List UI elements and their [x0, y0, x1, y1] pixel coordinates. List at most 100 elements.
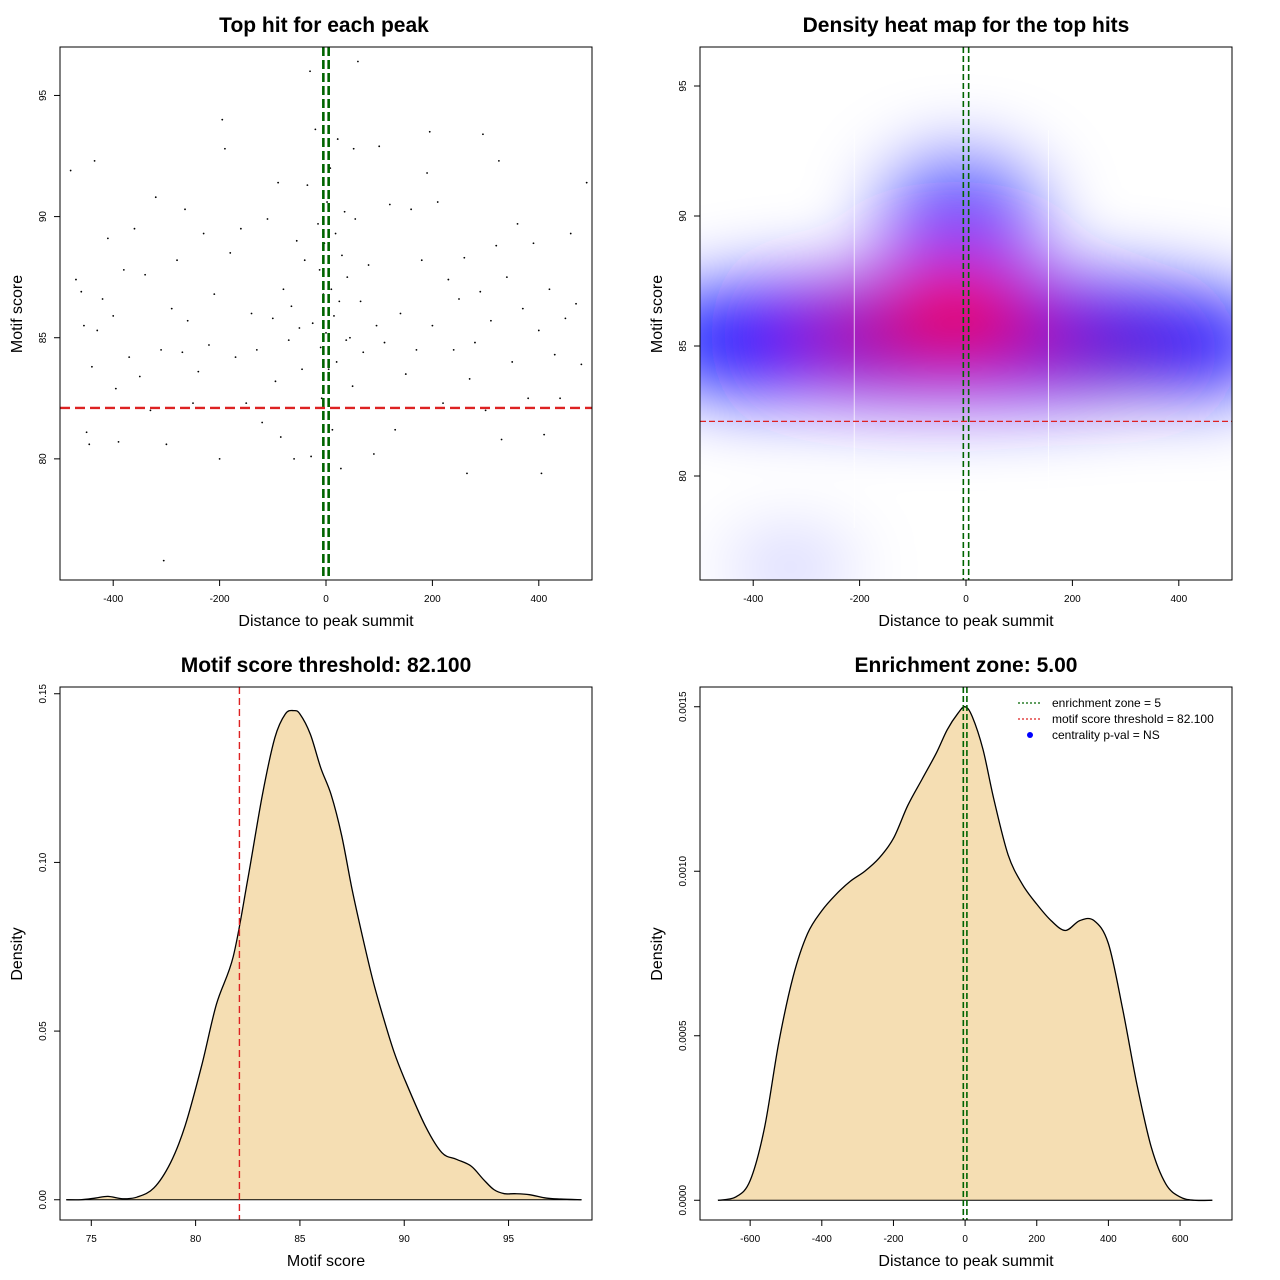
scatter-point	[399, 312, 402, 315]
y-tick-label-2: 0.15	[38, 684, 49, 704]
scatter-point	[112, 315, 115, 317]
scatter-point	[428, 130, 431, 133]
scatter-point	[279, 436, 282, 438]
x-tick-label-1: 0	[963, 594, 969, 605]
scatter-point	[383, 341, 386, 344]
scatter-point	[495, 244, 498, 247]
y-tick-label-0: 80	[38, 453, 49, 465]
x-tick-label-1: 200	[1064, 594, 1081, 605]
y-tick-label-2: 0.00	[38, 1190, 49, 1210]
chart-title-heatmap: Density heat map for the top hits	[803, 14, 1130, 37]
x-tick-label-3: 600	[1172, 1234, 1189, 1245]
x-tick-label-1: -400	[743, 594, 763, 605]
scatter-point	[310, 455, 313, 458]
legend-entry-label: motif score threshold = 82.100	[1052, 712, 1214, 726]
scatter-point	[521, 307, 524, 310]
plot-frame-score-density	[59, 686, 593, 1221]
density-area-fill	[66, 710, 582, 1200]
panel-scatter: Top hit for each peak -400 -200 0 200 400 80 8…	[9, 14, 593, 630]
scatter-point	[301, 368, 303, 371]
x-tick-label-2: 95	[503, 1234, 515, 1245]
scatter-point	[290, 305, 293, 308]
scatter-point	[162, 559, 165, 562]
legend-entry-label: centrality p-val = NS	[1052, 728, 1160, 742]
scatter-point	[564, 317, 567, 320]
scatter-point	[537, 329, 540, 332]
scatter-point	[208, 344, 210, 346]
scatter-point	[266, 218, 269, 220]
scatter-point	[452, 348, 455, 351]
scatter-point	[83, 324, 85, 327]
scatter-point	[160, 348, 162, 351]
scatter-point	[442, 402, 444, 405]
chart-title-scatter: Top hit for each peak	[219, 14, 429, 37]
heatmap-density-peak	[895, 269, 1016, 345]
heatmap-surface	[700, 47, 1232, 580]
scatter-point	[306, 184, 309, 186]
scatter-point	[484, 409, 487, 412]
scatter-point	[218, 457, 221, 460]
y-tick-label-0: 85	[38, 332, 49, 344]
scatter-point	[234, 356, 237, 359]
scatter-point	[375, 324, 378, 327]
scatter-point	[468, 378, 471, 380]
y-tick-label-3: 0.0015	[678, 691, 689, 722]
scatter-point	[250, 312, 253, 315]
x-tick-label-1: 400	[1170, 594, 1187, 605]
scatter-point	[75, 278, 77, 281]
scatter-point	[333, 315, 335, 317]
chart-title-score-density: Motif score threshold: 82.100	[181, 654, 472, 677]
scatter-point	[569, 232, 572, 235]
scatter-point	[317, 222, 319, 225]
scatter-point	[532, 242, 535, 245]
x-tick-label-3: 400	[1100, 1234, 1117, 1245]
scatter-point	[295, 239, 298, 242]
scatter-point	[339, 467, 342, 470]
scatter-point	[458, 298, 460, 300]
y-axis-label-heatmap: Motif score	[649, 275, 666, 353]
scatter-point	[213, 293, 216, 296]
scatter-point	[336, 138, 339, 140]
scatter-point	[527, 397, 530, 400]
scatter-point	[436, 201, 439, 203]
scatter-point	[122, 268, 125, 271]
scatter-point	[293, 457, 295, 460]
scatter-point	[553, 353, 556, 356]
scatter-point	[410, 208, 413, 211]
scatter-point	[372, 453, 375, 455]
scatter-point	[500, 438, 503, 441]
scatter-point	[154, 196, 157, 199]
scatter-point	[548, 288, 551, 291]
scatter-point	[197, 370, 200, 373]
legend-point-marker	[1027, 732, 1033, 738]
panel-distance-density: Enrichment zone: 5.00 -600 -400 -200 0 200 40…	[649, 654, 1233, 1270]
legend-entry-label: enrichment zone = 5	[1052, 696, 1161, 710]
scatter-point	[69, 169, 72, 172]
scatter-point	[343, 210, 346, 213]
density-area-fill	[717, 706, 1213, 1201]
scatter-point	[351, 385, 354, 388]
scatter-point	[330, 288, 333, 291]
scatter-point	[367, 264, 370, 266]
scatter-point	[420, 259, 423, 262]
scatter-point	[229, 252, 232, 254]
y-tick-label-3: 0.0000	[678, 1185, 689, 1216]
scatter-point	[287, 339, 290, 342]
scatter-point	[133, 227, 136, 230]
scatter-point	[91, 365, 93, 368]
y-tick-label-1: 90	[678, 210, 689, 222]
scatter-point	[447, 278, 450, 281]
scatter-point	[341, 254, 343, 257]
scatter-point	[426, 172, 428, 174]
plot-frame-heatmap	[699, 46, 1233, 581]
scatter-point	[331, 428, 334, 431]
scatter-point	[482, 133, 484, 136]
scatter-point	[149, 409, 152, 412]
y-axis-label-score-density: Density	[9, 927, 26, 980]
scatter-point	[346, 276, 349, 279]
x-tick-label-0: -400	[103, 594, 123, 605]
scatter-point	[479, 290, 482, 293]
x-axis-label-heatmap: Distance to peak summit	[878, 613, 1054, 630]
chart-title-distance-density: Enrichment zone: 5.00	[855, 654, 1078, 677]
